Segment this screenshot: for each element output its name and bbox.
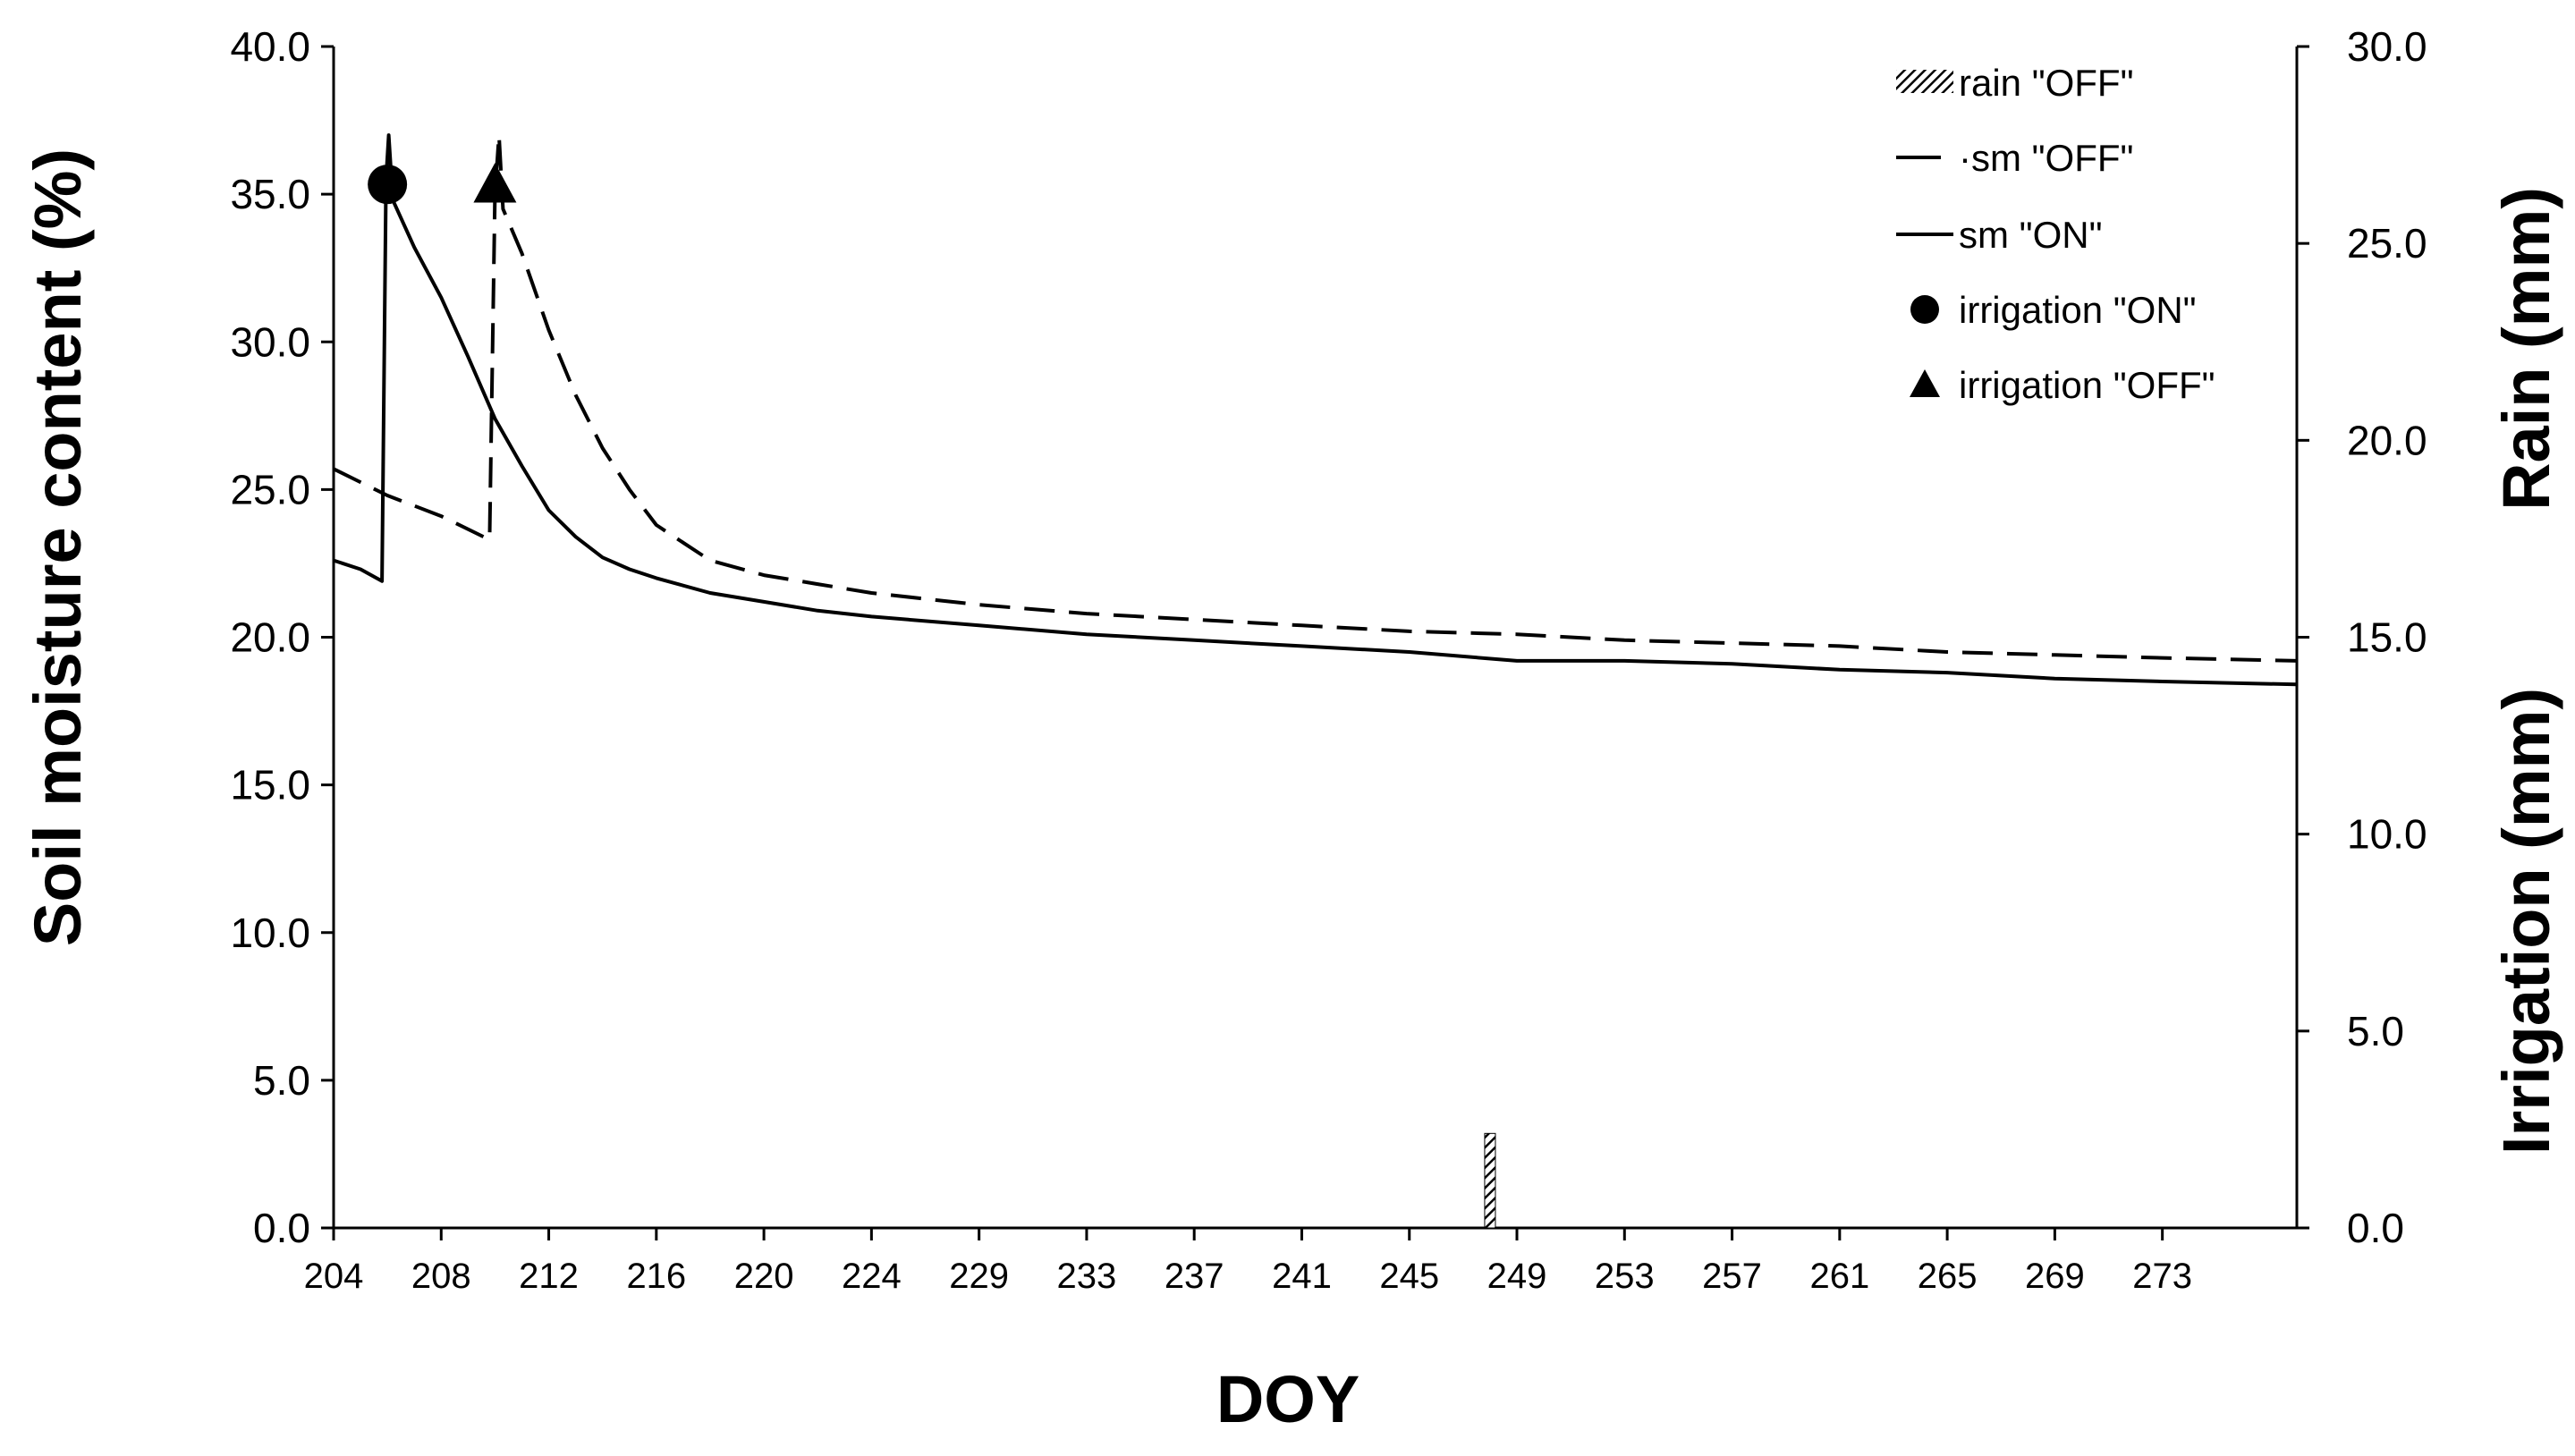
x-tick-label: 273 [2132,1257,2192,1296]
right-y-axis: 0.0 5.0 10.0 15.0 20.0 25.0 30.0 [2297,23,2427,1251]
y-tick-label: 20.0 [230,614,310,661]
legend: rain "OFF" ·sm "OFF" sm "ON" irrigation "ON… [1896,62,2215,406]
y-tick-label: 35.0 [230,171,310,217]
legend-label: irrigation "OFF" [1959,364,2215,406]
x-tick-label: 212 [519,1257,579,1296]
y-tick-label: 15.0 [230,762,310,808]
y-tick-label: 25.0 [230,466,310,512]
legend-label: sm "ON" [1959,214,2102,256]
x-tick-label: 253 [1595,1257,1655,1296]
y2-tick-label: 15.0 [2347,614,2427,661]
bar-layer [1484,1132,1496,1229]
x-tick-label: 241 [1272,1257,1332,1296]
y2-tick-label: 10.0 [2347,811,2427,858]
x-tick-label: 220 [734,1257,794,1296]
y2-tick-label: 5.0 [2347,1008,2404,1054]
rain-bar [1484,1132,1496,1229]
x-tick-label: 237 [1165,1257,1224,1296]
x-axis: 204 208 212 216 220 224 229 233 237 241 245 249 253 2… [304,1228,2192,1296]
y-tick-label: 30.0 [230,318,310,365]
x-tick-label: 216 [626,1257,686,1296]
legend-swatch-irrigation-on [1910,295,1939,324]
x-tick-label: 229 [949,1257,1009,1296]
x-tick-label: 261 [1809,1257,1869,1296]
y2-tick-label: 20.0 [2347,417,2427,463]
x-tick-label: 204 [304,1257,364,1296]
y2-axis-title-irrigation: Irrigation (mm) [2489,688,2563,1155]
y2-tick-label: 0.0 [2347,1205,2404,1251]
x-tick-label: 208 [411,1257,471,1296]
series-layer [333,133,2298,687]
y-tick-label: 40.0 [230,23,310,70]
marker-layer [368,163,517,205]
y2-tick-label: 30.0 [2347,23,2427,70]
series-line-sm-on [333,133,2298,687]
x-tick-label: 245 [1379,1257,1439,1296]
x-tick-label: 257 [1702,1257,1762,1296]
x-axis-title: DOY [1216,1362,1359,1436]
legend-label: ·sm "OFF" [1959,137,2133,179]
y-tick-label: 0.0 [253,1205,310,1251]
x-tick-label: 265 [1918,1257,1978,1296]
legend-label: irrigation "ON" [1959,289,2197,331]
legend-label: rain "OFF" [1959,62,2134,104]
x-tick-label: 249 [1487,1257,1547,1296]
irrigation-on-marker [368,165,408,205]
x-tick-label: 224 [842,1257,902,1296]
x-tick-label: 269 [2025,1257,2085,1296]
left-y-axis: 0.0 5.0 10.0 15.0 20.0 25.0 30.0 35.0 40.0 [230,23,334,1251]
y-tick-label: 5.0 [253,1057,310,1104]
series-line-sm-off [333,133,2298,663]
legend-swatch-rain [1896,70,1953,93]
y2-axis-title-rain: Rain (mm) [2489,187,2563,511]
x-tick-label: 233 [1057,1257,1117,1296]
y2-tick-label: 25.0 [2347,220,2427,267]
irrigation-off-marker [473,163,517,203]
y-tick-label: 10.0 [230,910,310,956]
legend-swatch-irrigation-off [1910,369,1940,397]
y-axis-title: Soil moisture content (%) [21,148,95,946]
